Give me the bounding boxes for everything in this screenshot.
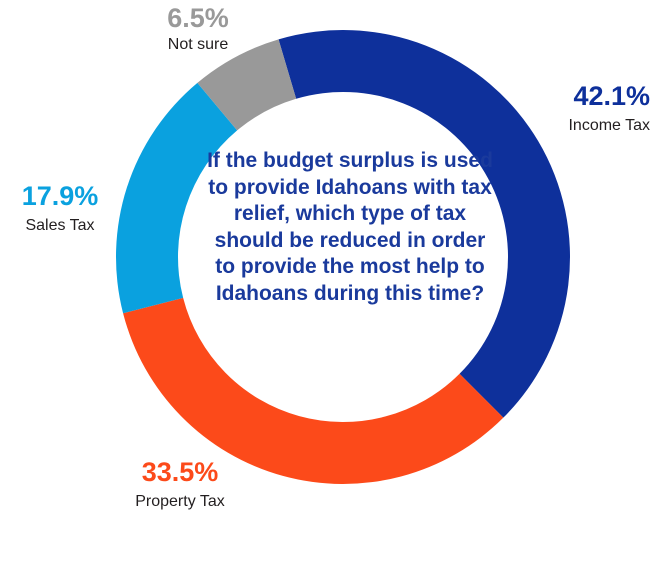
slice-percent-label: 6.5% bbox=[167, 3, 229, 33]
center-question: If the budget surplus is used to provide… bbox=[207, 149, 493, 305]
slice-percent-label: 33.5% bbox=[142, 457, 219, 487]
slice-income-tax bbox=[278, 29, 570, 418]
slice-category-label: Sales Tax bbox=[25, 217, 94, 234]
slice-percent-label: 42.1% bbox=[573, 81, 650, 111]
slice-category-label: Income Tax bbox=[568, 117, 650, 134]
slice-not-sure bbox=[197, 39, 297, 131]
slice-property-tax bbox=[123, 297, 504, 484]
slice-category-label: Property Tax bbox=[135, 493, 225, 510]
slice-labels: 42.1% Income Tax 33.5% Property Tax 17.9% Sal… bbox=[22, 3, 650, 510]
slice-percent-label: 17.9% bbox=[22, 181, 99, 211]
slice-category-label: Not sure bbox=[168, 36, 229, 53]
donut-slices bbox=[116, 29, 570, 484]
slice-sales-tax bbox=[116, 82, 238, 314]
